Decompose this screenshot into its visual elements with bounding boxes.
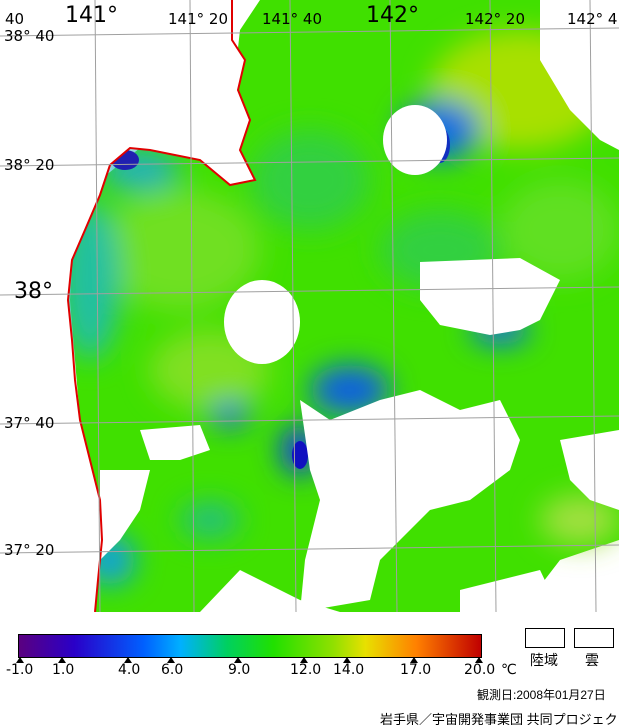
colorbar-tick <box>410 657 418 663</box>
observation-date: 観測日:2008年01月27日 <box>477 688 606 702</box>
lon-label-142: 142° <box>366 3 419 28</box>
lon-label-142-40: 142° 4 <box>567 10 618 28</box>
colorbar-tick <box>167 657 175 663</box>
sea-surface-temperature-map <box>0 0 619 612</box>
colorbar-tick-label: 17.0 <box>400 662 432 678</box>
cloud-mask <box>100 0 619 612</box>
colorbar-tick-label: 1.0 <box>52 662 75 678</box>
lon-label-141-40: 141° 40 <box>262 10 322 28</box>
colorbar-tick <box>124 657 132 663</box>
colorbar-tick-label: 14.0 <box>333 662 365 678</box>
land-legend-swatch <box>525 628 565 648</box>
land-legend-label: 陸域 <box>530 652 558 668</box>
lat-label-37-40: 37° 40 <box>4 414 55 432</box>
colorbar-tick-label: 9.0 <box>228 662 251 678</box>
colorbar-tick <box>58 657 66 663</box>
credit-line: 岩手県／宇宙開発事業団 共同プロジェクト <box>380 712 618 725</box>
colorbar-unit: ℃ <box>501 662 517 678</box>
colorbar-tick <box>475 657 483 663</box>
lon-label-partial: 40 <box>5 10 25 28</box>
lon-label-141-20: 141° 20 <box>168 10 228 28</box>
colorbar-tick <box>343 657 351 663</box>
colorbar-tick-label: 12.0 <box>290 662 322 678</box>
colorbar-tick-label: 20.0 <box>464 662 496 678</box>
temperature-colorbar <box>18 634 482 658</box>
lat-label-38: 38° <box>14 279 53 304</box>
coastline <box>66 0 257 612</box>
colorbar-tick <box>234 657 242 663</box>
cloud-legend-swatch <box>574 628 614 648</box>
colorbar-tick-label: 4.0 <box>118 662 141 678</box>
lon-label-142-20: 142° 20 <box>465 10 525 28</box>
lat-label-37-20: 37° 20 <box>4 541 55 559</box>
lat-label-38-40: 38° 40 <box>4 27 55 45</box>
colorbar-tick-label: 6.0 <box>161 662 184 678</box>
cloud-legend-label: 雲 <box>585 652 599 668</box>
colorbar-tick-label: -1.0 <box>6 662 34 678</box>
graticule <box>0 0 619 612</box>
lon-label-141: 141° <box>65 3 118 28</box>
colorbar-tick <box>16 657 24 663</box>
colorbar-tick <box>300 657 308 663</box>
lat-label-38-20: 38° 20 <box>4 156 55 174</box>
